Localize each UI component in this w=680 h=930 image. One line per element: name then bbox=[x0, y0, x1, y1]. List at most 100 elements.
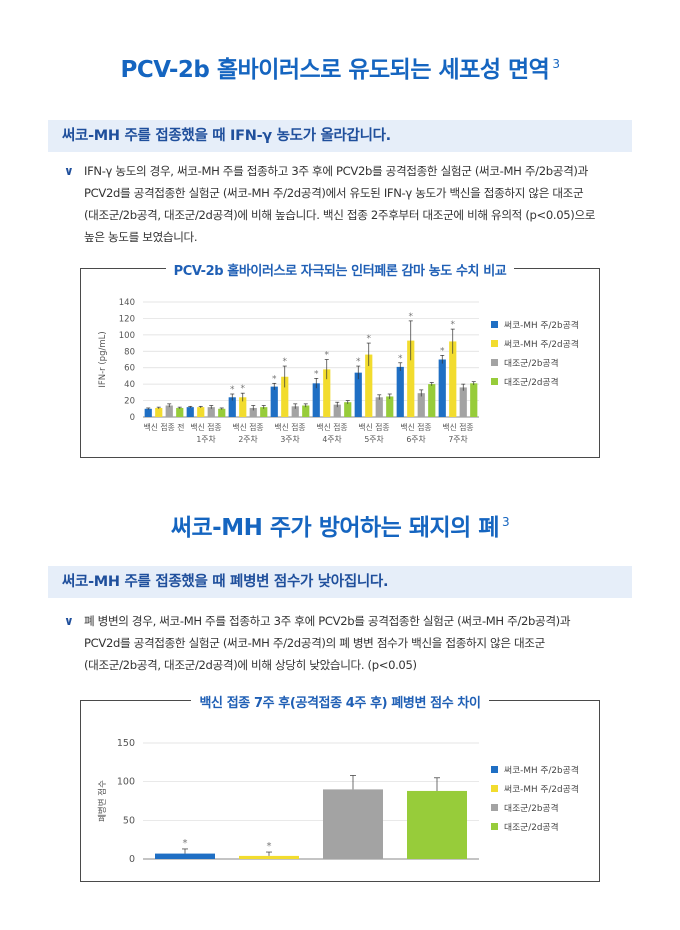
y-tick-label: 100 bbox=[119, 331, 135, 341]
significance-mark: * bbox=[325, 351, 330, 361]
bar bbox=[417, 393, 425, 417]
legend-label: 써코-MH 주/2b공격 bbox=[504, 764, 579, 776]
bar bbox=[165, 405, 173, 417]
legend-label: 대조군/2b공격 bbox=[504, 802, 559, 814]
bar bbox=[407, 790, 467, 859]
section1-paragraph: ∨ IFN-γ 농도의 경우, 써코-MH 주를 접종하고 3주 후에 PCV2… bbox=[64, 160, 634, 248]
x-tick-label: 백신 접종 bbox=[316, 422, 347, 432]
legend-label: 써코-MH 주/2d공격 bbox=[504, 783, 579, 795]
significance-mark: * bbox=[230, 385, 235, 395]
x-tick-label: 백신 접종 bbox=[274, 422, 305, 432]
paragraph-line: 높은 농도를 보였습니다. bbox=[84, 230, 198, 244]
y-tick-label: 0 bbox=[130, 413, 135, 423]
check-mark-icon: ∨ bbox=[64, 614, 74, 628]
bar bbox=[323, 369, 331, 417]
y-tick-label: 100 bbox=[117, 777, 135, 788]
section2-paragraph: ∨ 폐 병변의 경우, 써코-MH 주를 접종하고 3주 후에 PCV2b를 공… bbox=[64, 610, 634, 676]
legend-swatch bbox=[491, 785, 498, 792]
legend-label: 써코-MH 주/2b공격 bbox=[504, 319, 579, 331]
x-tick-label: 백신 접종 bbox=[358, 422, 389, 432]
legend-label: 써코-MH 주/2d공격 bbox=[504, 338, 579, 350]
bar bbox=[312, 383, 320, 417]
bar bbox=[260, 407, 268, 417]
legend-label: 대조군/2d공격 bbox=[504, 821, 559, 833]
paragraph-line: (대조군/2b공격, 대조군/2d공격)에 비해 높습니다. 백신 접종 2주후… bbox=[84, 208, 596, 222]
bar bbox=[155, 853, 215, 859]
paragraph-line: (대조군/2b공격, 대조군/2d공격)에 비해 상당히 낮았습니다. (p<0… bbox=[84, 658, 417, 672]
significance-mark: * bbox=[398, 354, 403, 364]
y-tick-label: 80 bbox=[124, 347, 135, 357]
significance-mark: * bbox=[451, 320, 456, 330]
check-mark-icon: ∨ bbox=[64, 164, 74, 178]
ifn-chart: 0 20 40 60 80 100 120 140 IFN-r (pg/mL) 백신 접종 전 백신… bbox=[98, 298, 579, 444]
lung-chart-frame: 백신 접종 7주 후(공격접종 4주 후) 폐병변 점수 차이 0 50 100 15… bbox=[80, 692, 600, 882]
bar bbox=[449, 341, 457, 417]
significance-mark: * bbox=[183, 838, 188, 849]
x-tick-label: 7주차 bbox=[448, 435, 467, 444]
x-tick-label: 백신 접종 bbox=[190, 422, 221, 432]
bar bbox=[333, 404, 341, 417]
bar bbox=[365, 354, 373, 417]
x-tick-label: 3주차 bbox=[280, 435, 299, 444]
paragraph-line: PCV2d를 공격접종한 실험군 (써코-MH 주/2d공격)에서 유도된 IF… bbox=[84, 186, 584, 200]
x-tick-label: 백신 접종 bbox=[400, 422, 431, 432]
ifn-chart-frame: PCV-2b 홀바이러스로 자극되는 인터페론 감마 농도 수치 비교 0 20 4… bbox=[80, 260, 600, 458]
lung-chart-title: 백신 접종 7주 후(공격접종 4주 후) 폐병변 점수 차이 bbox=[191, 692, 489, 711]
section1-title: PCV-2b 홀바이러스로 유도되는 세포성 면역 3 bbox=[0, 50, 680, 84]
section1-subtitle: 써코-MH 주를 접종했을 때 IFN-γ 농도가 올라갑니다. bbox=[48, 120, 632, 152]
significance-mark: * bbox=[367, 334, 372, 344]
legend-swatch bbox=[491, 766, 498, 773]
y-tick-label: 150 bbox=[117, 738, 135, 749]
legend-swatch bbox=[491, 804, 498, 811]
bar bbox=[197, 407, 205, 417]
bar bbox=[186, 407, 194, 417]
x-tick-label: 백신 접종 bbox=[232, 422, 263, 432]
bar bbox=[239, 855, 299, 859]
bar bbox=[354, 372, 362, 417]
y-tick-label: 50 bbox=[123, 815, 135, 826]
bar bbox=[207, 407, 215, 417]
significance-mark: * bbox=[283, 357, 288, 367]
x-tick-label: 6주차 bbox=[406, 435, 425, 444]
bar bbox=[249, 407, 257, 417]
x-tick-label: 백신 접종 bbox=[442, 422, 473, 432]
bar bbox=[155, 407, 163, 417]
x-tick-label: 4주차 bbox=[322, 435, 341, 444]
legend-swatch bbox=[491, 340, 498, 347]
section2-reference: 3 bbox=[502, 515, 510, 530]
significance-mark: * bbox=[440, 346, 445, 356]
significance-mark: * bbox=[409, 312, 414, 322]
legend-label: 대조군/2b공격 bbox=[504, 357, 559, 369]
bar bbox=[375, 397, 383, 417]
y-tick-label: 120 bbox=[119, 314, 135, 324]
bar bbox=[323, 789, 383, 859]
ifn-chart-title: PCV-2b 홀바이러스로 자극되는 인터페론 감마 농도 수치 비교 bbox=[165, 260, 515, 279]
bar bbox=[396, 366, 404, 417]
y-tick-label: 20 bbox=[124, 397, 135, 407]
x-tick-label: 백신 접종 전 bbox=[144, 422, 185, 432]
section1-reference: 3 bbox=[552, 57, 560, 72]
legend-swatch bbox=[491, 321, 498, 328]
bar bbox=[344, 402, 352, 417]
x-tick-label: 2주차 bbox=[238, 435, 257, 444]
bar bbox=[144, 408, 152, 417]
legend-swatch bbox=[491, 359, 498, 366]
legend-swatch bbox=[491, 378, 498, 385]
significance-mark: * bbox=[314, 369, 319, 379]
y-axis-label: 폐병변 점수 bbox=[97, 780, 108, 822]
paragraph-line: 폐 병변의 경우, 써코-MH 주를 접종하고 3주 후에 PCV2b를 공격접… bbox=[84, 614, 571, 628]
bar bbox=[218, 408, 226, 417]
x-tick-label: 5주차 bbox=[364, 435, 383, 444]
y-tick-label: 60 bbox=[124, 364, 135, 374]
bar bbox=[438, 359, 446, 417]
legend-swatch bbox=[491, 823, 498, 830]
section2-title-text: 써코-MH 주가 방어하는 돼지의 폐 bbox=[170, 515, 500, 541]
y-axis-label: IFN-r (pg/mL) bbox=[98, 331, 108, 387]
bar bbox=[407, 340, 415, 417]
bar bbox=[470, 383, 478, 417]
bar bbox=[428, 384, 436, 417]
bar bbox=[302, 405, 310, 417]
paragraph-line: IFN-γ 농도의 경우, 써코-MH 주를 접종하고 3주 후에 PCV2b를… bbox=[84, 164, 588, 178]
